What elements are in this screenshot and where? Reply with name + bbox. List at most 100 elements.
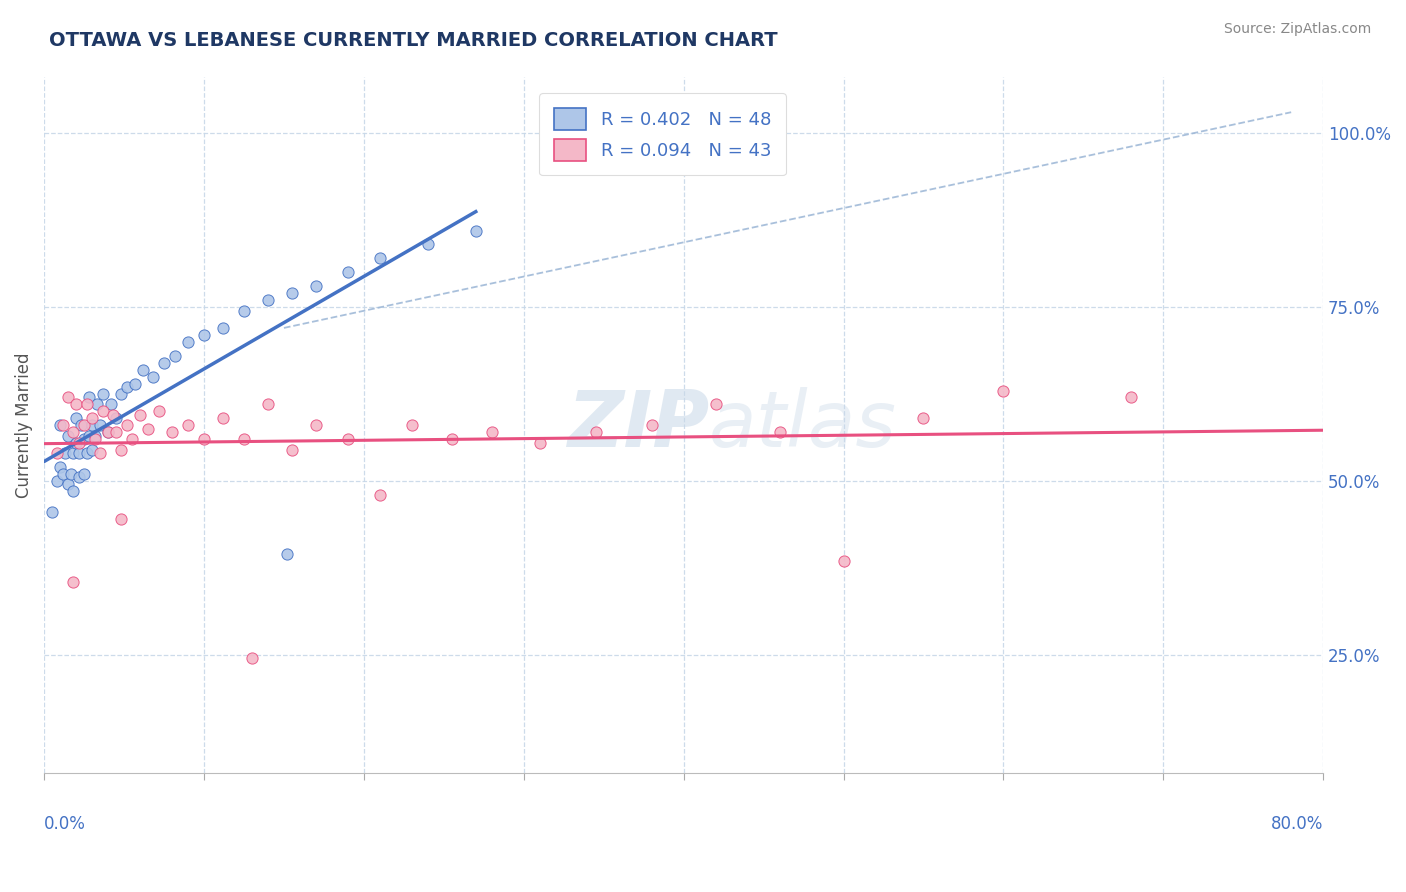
Text: atlas: atlas [709,387,897,463]
Point [177,418,200,433]
Legend: R = 0.402   N = 48, R = 0.094   N = 43: R = 0.402 N = 48, R = 0.094 N = 43 [538,94,786,176]
Point [89,418,111,433]
Point [832,554,855,568]
Point [117,418,139,433]
Point [45,446,67,460]
Y-axis label: Currently Married: Currently Married [15,352,32,498]
Point [212,411,235,425]
Point [100,397,122,411]
Point [110,512,132,526]
Point [70,418,93,433]
Point [368,252,391,266]
Text: Source: ZipAtlas.com: Source: ZipAtlas.com [1223,22,1371,37]
Point [56,477,79,491]
Point [305,279,328,293]
Point [67,470,90,484]
Point [45,474,67,488]
Text: 80.0%: 80.0% [1271,815,1323,833]
Point [67,435,90,450]
Point [640,418,662,433]
Point [148,404,170,418]
Point [233,432,256,446]
Point [76,397,98,411]
Point [77,391,100,405]
Point [84,429,107,443]
Point [142,369,165,384]
Text: 0.0%: 0.0% [44,815,86,833]
Point [49,418,72,433]
Point [101,408,124,422]
Point [704,397,727,411]
Point [62,446,84,460]
Point [257,293,280,307]
Point [77,429,100,443]
Point [160,425,183,440]
Point [41,505,63,519]
Point [281,286,304,301]
Point [73,467,96,481]
Point [193,327,215,342]
Point [240,651,263,665]
Point [124,376,146,391]
Point [62,484,84,499]
Point [105,411,128,425]
Text: OTTAWA VS LEBANESE CURRENTLY MARRIED CORRELATION CHART: OTTAWA VS LEBANESE CURRENTLY MARRIED COR… [49,31,778,50]
Point [110,442,132,457]
Point [416,237,439,252]
Point [585,425,607,440]
Point [993,384,1015,398]
Point [73,418,96,433]
Point [97,425,120,440]
Point [60,467,83,481]
Point [91,404,114,418]
Point [62,425,84,440]
Point [53,446,76,460]
Point [91,387,114,401]
Point [84,432,107,446]
Point [80,442,103,457]
Point [276,547,298,561]
Point [56,391,79,405]
Point [257,397,280,411]
Point [464,223,486,237]
Point [132,362,155,376]
Point [49,460,72,475]
Point [336,432,359,446]
Point [97,425,120,440]
Point [768,425,790,440]
Point [65,435,87,450]
Point [336,265,359,279]
Point [212,321,235,335]
Point [65,397,87,411]
Point [56,429,79,443]
Point [80,418,103,433]
Point [80,411,103,425]
Point [121,432,143,446]
Point [233,303,256,318]
Point [117,380,139,394]
Point [529,435,551,450]
Point [481,425,503,440]
Point [65,411,87,425]
Point [153,356,176,370]
Point [76,446,98,460]
Point [62,574,84,589]
Point [105,425,128,440]
Point [193,432,215,446]
Point [165,349,187,363]
Point [401,418,423,433]
Point [129,408,152,422]
Point [110,387,132,401]
Text: ZIP: ZIP [567,387,709,463]
Point [86,397,108,411]
Point [1121,391,1143,405]
Point [73,432,96,446]
Point [136,422,159,436]
Point [52,467,75,481]
Point [912,411,935,425]
Point [67,446,90,460]
Point [52,418,75,433]
Point [281,442,304,457]
Point [440,432,463,446]
Point [89,446,111,460]
